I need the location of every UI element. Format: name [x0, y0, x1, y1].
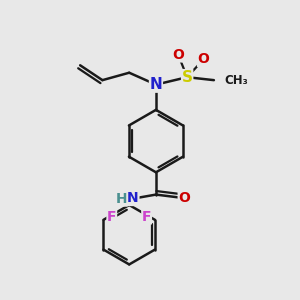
Text: N: N — [150, 77, 162, 92]
Text: O: O — [172, 48, 184, 62]
Text: S: S — [182, 70, 193, 85]
Text: F: F — [142, 210, 152, 224]
Text: CH₃: CH₃ — [224, 74, 248, 87]
Text: H: H — [116, 192, 127, 206]
Text: O: O — [178, 190, 190, 205]
Text: F: F — [107, 210, 116, 224]
Text: O: O — [198, 52, 209, 66]
Text: N: N — [127, 191, 139, 206]
